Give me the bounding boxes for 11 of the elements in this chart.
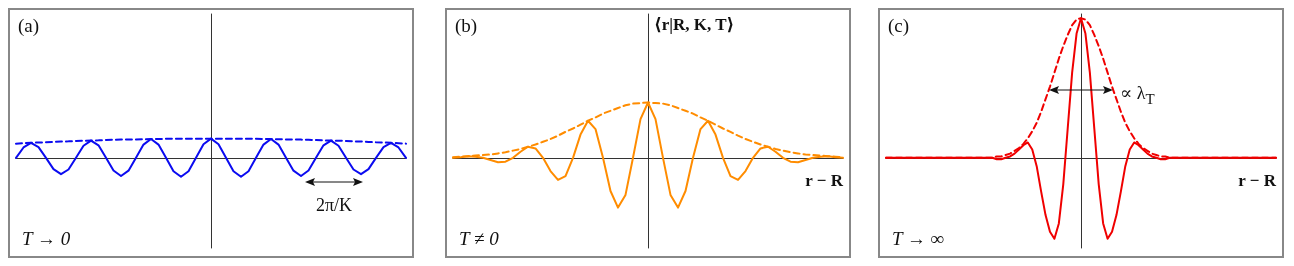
- text: T ≠ 0: [459, 228, 499, 250]
- chart-title: (c): [888, 15, 910, 37]
- y-axis-title: ⟨r|R, K, T⟩: [654, 15, 735, 35]
- annotation: T → ∞: [892, 228, 945, 250]
- text: 2π/K: [316, 195, 353, 216]
- x-axis-title: r − R: [805, 171, 843, 191]
- chart-title: (b): [455, 15, 478, 37]
- x-axis-title: r − R: [1238, 171, 1276, 191]
- chart-title: (a): [18, 15, 40, 37]
- annotation: ∝ λ$_{T}$: [1120, 83, 1155, 108]
- text: T → 0: [22, 228, 71, 250]
